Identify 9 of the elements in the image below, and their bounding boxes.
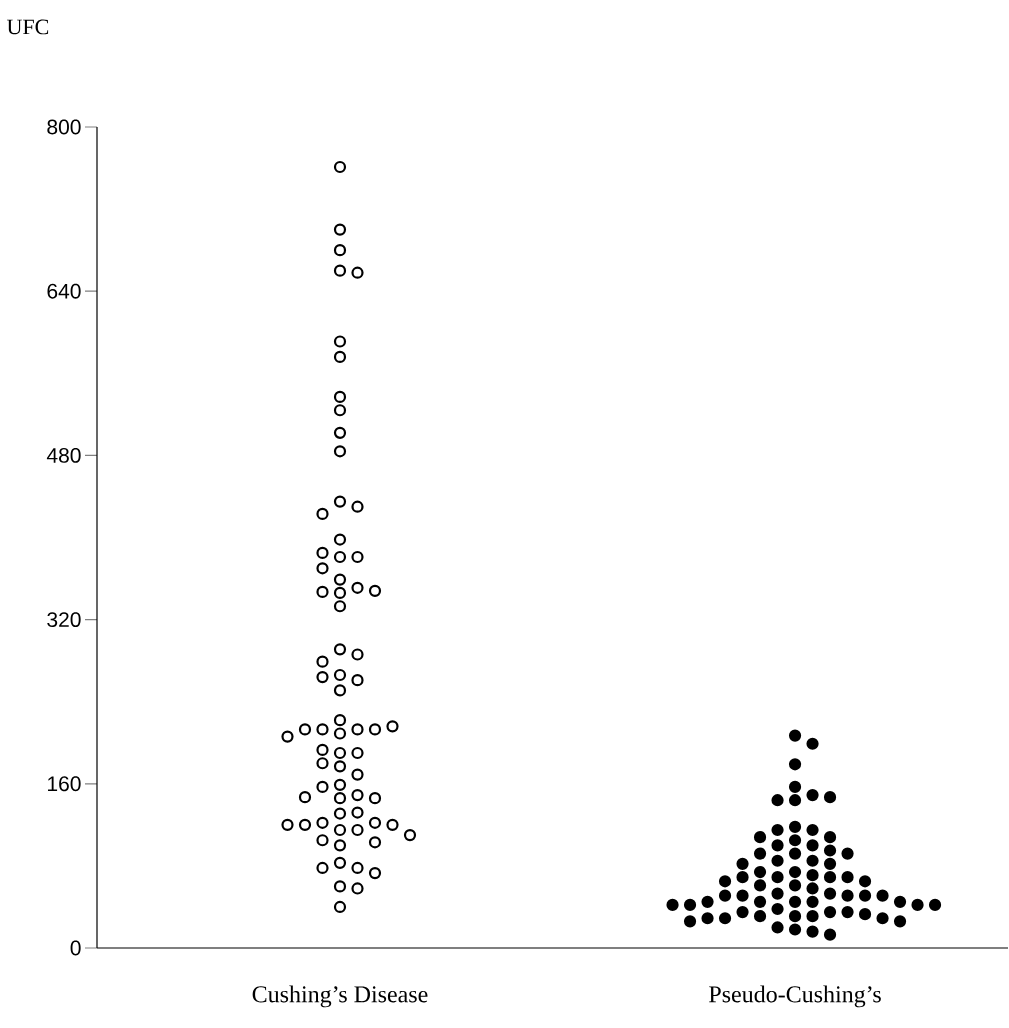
y-tick-label: 0: [70, 940, 81, 956]
y-tick-label: 640: [47, 283, 81, 299]
y-tick-label: 320: [47, 612, 81, 628]
y-tick-label: 800: [47, 119, 81, 135]
y-axis-title: UFC: [7, 19, 49, 35]
y-tick-label: 480: [47, 447, 81, 463]
x-tick-label: Cushing’s Disease: [252, 985, 428, 1008]
x-tick-label: Pseudo-Cushing’s: [709, 985, 882, 1008]
y-tick-label: 160: [48, 776, 81, 792]
